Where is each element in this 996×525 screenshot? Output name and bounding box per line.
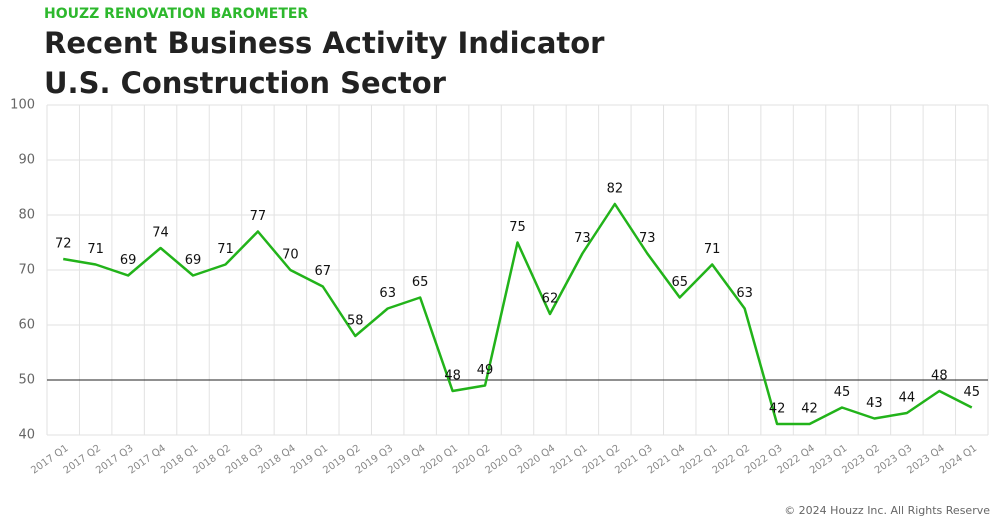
data-label: 71 bbox=[87, 242, 104, 257]
data-label: 42 bbox=[801, 402, 818, 417]
data-label: 42 bbox=[769, 402, 786, 417]
y-tick-label: 90 bbox=[18, 153, 35, 168]
data-label: 62 bbox=[542, 292, 559, 307]
data-label: 48 bbox=[931, 369, 948, 384]
data-label: 82 bbox=[607, 182, 624, 197]
data-label: 77 bbox=[250, 209, 267, 224]
y-tick-label: 80 bbox=[18, 208, 35, 223]
copyright: © 2024 Houzz Inc. All Rights Reserve bbox=[784, 504, 990, 517]
y-tick-label: 40 bbox=[18, 428, 35, 443]
data-label: 63 bbox=[379, 286, 396, 301]
data-label: 45 bbox=[834, 385, 851, 400]
data-label: 67 bbox=[315, 264, 332, 279]
data-label: 65 bbox=[412, 275, 429, 290]
y-tick-label: 50 bbox=[18, 373, 35, 388]
data-label: 45 bbox=[964, 385, 981, 400]
x-tick-label: 2024 Q1 bbox=[938, 443, 979, 477]
data-label: 58 bbox=[347, 314, 364, 329]
data-label: 74 bbox=[152, 226, 169, 241]
chart-title: Recent Business Activity Indicator bbox=[44, 26, 605, 60]
data-label: 72 bbox=[55, 237, 72, 252]
data-label: 73 bbox=[574, 231, 591, 246]
series-line bbox=[63, 202, 973, 426]
data-label: 69 bbox=[120, 253, 137, 268]
data-label: 65 bbox=[671, 275, 688, 290]
y-tick-label: 60 bbox=[18, 318, 35, 333]
data-label: 49 bbox=[477, 363, 494, 378]
data-label: 69 bbox=[185, 253, 202, 268]
chart-subtitle: U.S. Construction Sector bbox=[44, 66, 447, 100]
data-label: 71 bbox=[704, 242, 721, 257]
y-tick-label: 70 bbox=[18, 263, 35, 278]
data-label: 63 bbox=[736, 286, 753, 301]
data-label: 70 bbox=[282, 248, 299, 263]
y-tick-label: 100 bbox=[10, 98, 35, 113]
data-label: 48 bbox=[444, 369, 461, 384]
data-label: 44 bbox=[899, 391, 916, 406]
data-label: 71 bbox=[217, 242, 234, 257]
kicker: HOUZZ RENOVATION BAROMETER bbox=[44, 6, 308, 22]
data-label: 43 bbox=[866, 396, 883, 411]
data-label: 73 bbox=[639, 231, 656, 246]
data-label: 75 bbox=[509, 220, 526, 235]
